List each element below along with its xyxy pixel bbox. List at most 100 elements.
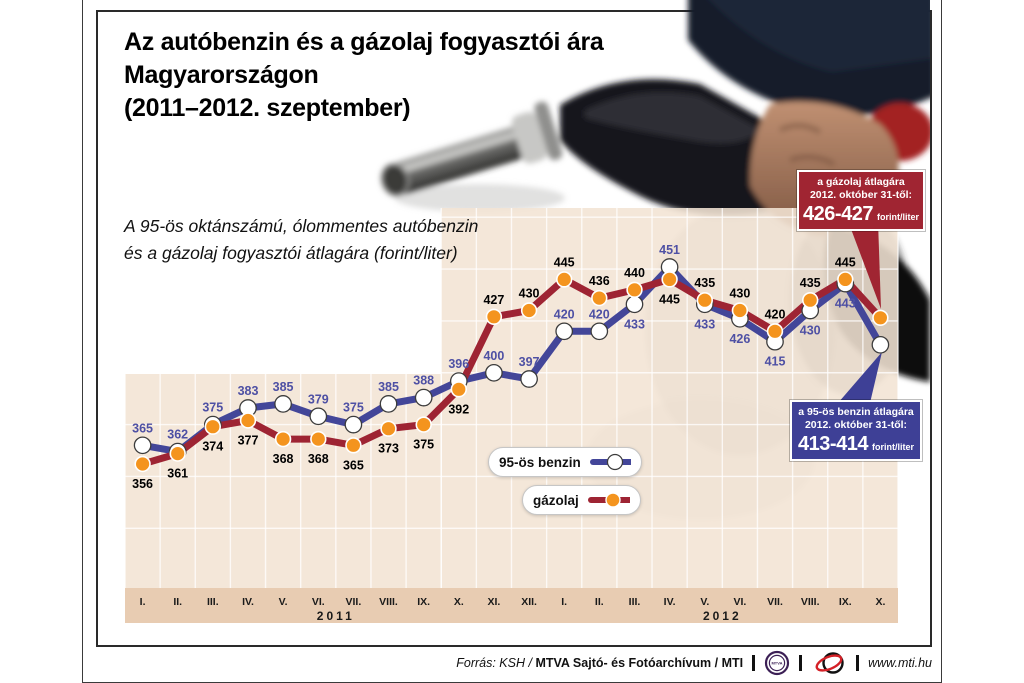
gazolaj-point [696,292,713,309]
month-label: III. [629,596,641,608]
benzin-value-label: 365 [132,421,153,435]
gazolaj-point [134,455,151,473]
benzin-value-label: 385 [378,380,399,394]
benzin-value-label: 420 [589,307,610,321]
month-label: VIII. [801,596,820,608]
mti-logo-icon [815,652,844,674]
benzin-value-label: 375 [202,401,223,415]
callout-gazolaj-october: a gázolaj átlagára 2012. október 31-től:… [797,170,925,231]
divider [799,655,803,671]
benzin-value-label: 375 [343,401,364,415]
month-label: IV. [664,596,676,608]
benzin-line [139,263,884,456]
month-label: IV. [242,596,254,608]
chart-subtitle: A 95-ös oktánszámú, ólommentes autóbenzi… [124,213,478,267]
month-label: VIII. [379,596,398,608]
benzin-point [344,415,363,434]
month-label: V. [700,596,709,608]
benzin-point [520,370,538,388]
gazolaj-point [872,309,889,326]
month-label: IX. [839,596,852,608]
legend-item-gazolaj: gázolaj [522,485,641,515]
nozzle-spout [380,101,563,197]
callout-benzin-value: 413-414 [798,433,868,455]
title-line-3: (2011–2012. szeptember) [124,94,411,122]
benzin-value-label: 433 [694,317,715,331]
month-label: IX. [417,596,430,608]
source-prefix: Forrás: KSH / [456,656,532,670]
gazolaj-value-label: 445 [659,292,680,306]
benzin-value-label: 426 [729,332,750,346]
subtitle-line-2: és a gázolaj fogyasztói átlagára (forint… [124,243,458,263]
month-label: VI. [312,596,325,608]
benzin-point [133,436,152,455]
gazolaj-value-label: 368 [308,452,329,466]
gazolaj-point [626,281,643,298]
page-title: Az autóbenzin és a gázolaj fogyasztói ár… [124,26,604,125]
gazolaj-point [310,430,327,448]
month-label: III. [207,596,219,608]
month-label: II. [595,596,604,608]
callout-pointer-benzin [838,352,882,403]
month-label: I. [140,596,146,608]
gazolaj-value-label: 435 [694,276,715,290]
month-label: VII. [767,596,783,608]
benzin-point [871,335,890,354]
month-label: II. [173,596,182,608]
gazolaj-point [415,416,432,433]
callout-benzin-line1: a 95-ös benzin átlagára [798,406,914,418]
callout-gazolaj-value: 426-427 [803,203,873,225]
benzin-value-label: 383 [238,384,259,398]
gazolaj-point [239,412,257,429]
gazolaj-point [380,420,397,437]
benzin-point [590,322,609,341]
website-url: www.mti.hu [868,656,932,670]
callout-gazolaj-line1: a gázolaj átlagára [817,176,905,188]
month-label: X. [454,596,464,608]
benzin-value-label: 420 [554,307,575,321]
divider [856,655,860,671]
gazolaj-line [139,275,884,468]
mtva-logo-icon: MTVA [764,650,790,676]
svg-text:MTVA: MTVA [772,661,783,666]
benzin-value-label: 430 [800,324,821,338]
callout-gazolaj-unit: forint/liter [876,212,919,222]
gazolaj-value-label: 430 [519,287,540,301]
benzin-value-label: 362 [167,428,188,442]
gazolaj-value-label: 440 [624,266,645,280]
month-label: VII. [346,596,362,608]
gazolaj-point [591,289,608,307]
benzin-value-label: 379 [308,392,329,406]
footer-credits: Forrás: KSH / MTVA Sajtó- és Fotóarchívu… [456,650,932,676]
source-credit: Forrás: KSH / MTVA Sajtó- és Fotóarchívu… [456,656,743,670]
callout-benzin-unit: forint/liter [871,442,914,452]
gazolaj-point [274,430,292,448]
benzin-point [309,407,328,426]
benzin-point [625,295,644,314]
benzin-point [414,388,433,407]
gazolaj-point [450,381,467,398]
month-label: XII. [521,596,537,608]
gazolaj-value-label: 435 [800,276,821,290]
gazolaj-point [485,308,503,325]
gazolaj-value-label: 368 [273,452,294,466]
gazolaj-value-label: 365 [343,458,364,472]
month-label: X. [875,596,885,608]
month-label: V. [279,596,288,608]
benzin-point [485,363,503,382]
divider [752,655,756,671]
gazolaj-value-label: 436 [589,274,610,288]
gazolaj-value-label: 427 [483,293,504,307]
month-label: I. [561,596,567,608]
nozzle-shadow [395,184,565,212]
gazolaj-value-label: 445 [554,255,575,269]
benzin-point [274,395,292,413]
gazolaj-point [204,418,222,435]
benzin-point [379,395,398,413]
gazolaj-point [766,323,784,340]
month-label: XI. [487,596,500,608]
benzin-value-label: 385 [273,380,294,394]
gazolaj-point [169,445,186,462]
